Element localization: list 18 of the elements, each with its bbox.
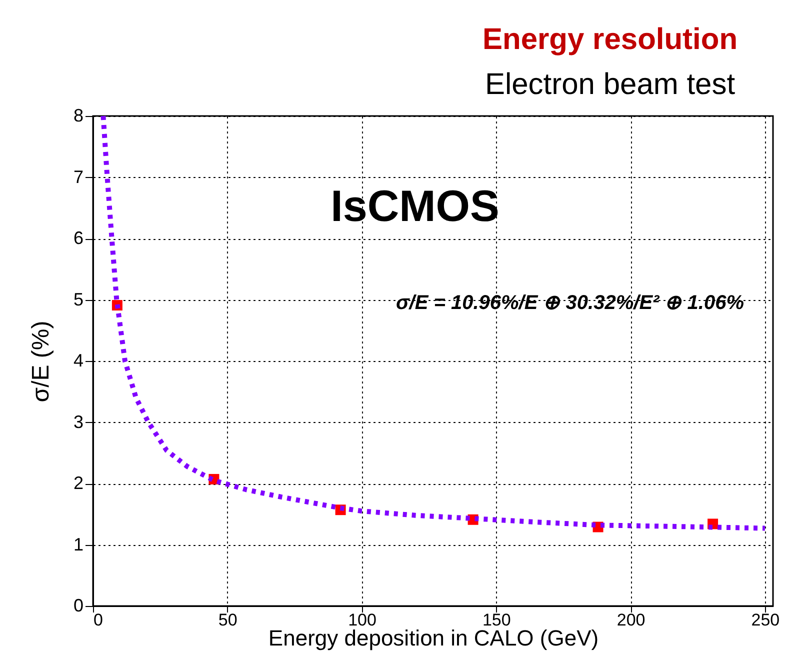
annotation: IsCMOS <box>330 182 500 231</box>
x-tick-label: 250 <box>751 610 780 630</box>
annotation: σ/E = 10.96%/E ⊕ 30.32%/E² ⊕ 1.06% <box>396 292 744 314</box>
y-tick-label: 2 <box>73 473 84 493</box>
x-tick-label: 0 <box>94 610 103 630</box>
y-tick-label: 6 <box>73 228 84 248</box>
chart-title: Energy resolution <box>482 23 738 56</box>
y-tick-label: 8 <box>73 106 84 126</box>
y-tick-label: 0 <box>73 596 84 616</box>
x-tick-label: 50 <box>218 610 238 630</box>
y-tick-label: 5 <box>73 289 84 310</box>
y-tick-label: 4 <box>73 350 84 370</box>
y-tick-label: 7 <box>73 166 84 187</box>
x-tick-label: 200 <box>616 610 646 630</box>
y-axis-title: σ/E (%) <box>27 320 54 402</box>
chart-subtitle: Electron beam test <box>484 68 736 101</box>
y-tick-label: 1 <box>73 534 84 554</box>
y-tick-label: 3 <box>73 412 84 432</box>
